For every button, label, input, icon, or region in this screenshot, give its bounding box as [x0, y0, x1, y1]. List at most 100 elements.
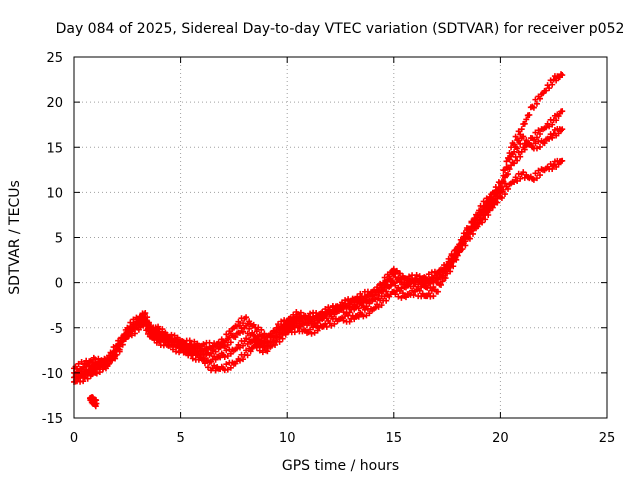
data-point — [240, 356, 247, 363]
data-point — [520, 169, 527, 176]
data-point — [428, 287, 435, 294]
data-point — [549, 165, 556, 172]
y-tick-label: -10 — [42, 367, 63, 382]
data-point — [498, 183, 505, 190]
data-point — [310, 324, 317, 331]
x-tick-label: 15 — [386, 431, 403, 446]
data-point — [506, 150, 513, 157]
data-point — [535, 167, 542, 174]
data-point — [372, 296, 379, 303]
data-point — [549, 134, 556, 141]
plot-frame — [73, 56, 608, 419]
y-tick-label: 15 — [46, 141, 63, 156]
data-point — [96, 369, 103, 376]
data-point — [546, 135, 553, 142]
data-point — [536, 130, 543, 137]
data-point — [501, 180, 508, 187]
data-point — [343, 304, 350, 311]
data-point — [500, 186, 507, 193]
data-point — [157, 330, 164, 337]
data-point — [486, 198, 493, 205]
data-point — [450, 263, 457, 270]
data-point — [489, 196, 496, 203]
data-point — [361, 293, 368, 300]
data-point — [559, 108, 566, 115]
data-point — [316, 317, 323, 324]
data-point — [278, 318, 285, 325]
data-point — [511, 160, 518, 167]
data-point — [235, 318, 242, 325]
data-point — [546, 123, 553, 130]
y-tick-label: 0 — [55, 277, 63, 292]
data-point — [559, 157, 566, 164]
data-point — [236, 344, 243, 351]
data-point — [244, 340, 251, 347]
data-point — [109, 356, 116, 363]
data-point — [515, 137, 522, 144]
data-point — [174, 336, 181, 343]
data-point — [122, 333, 129, 340]
data-point — [244, 352, 251, 359]
data-point — [78, 358, 85, 365]
data-point — [209, 347, 216, 354]
data-point — [366, 310, 373, 317]
data-point — [378, 284, 385, 291]
data-point — [533, 145, 540, 152]
data-point — [555, 130, 562, 137]
data-point — [517, 131, 524, 138]
data-point — [223, 337, 230, 344]
x-axis-title: GPS time / hours — [282, 458, 399, 474]
data-point — [549, 121, 556, 128]
data-point — [328, 322, 335, 329]
data-point — [243, 335, 250, 342]
data-point — [131, 325, 138, 332]
data-point — [236, 329, 243, 336]
data-point — [392, 282, 399, 289]
data-point — [256, 338, 263, 345]
data-point — [243, 314, 250, 321]
y-tick-label: -5 — [50, 322, 63, 337]
data-point — [523, 137, 530, 144]
data-point — [536, 95, 543, 102]
data-point — [448, 252, 455, 259]
data-point — [501, 174, 508, 181]
data-point — [240, 328, 247, 335]
data-point — [223, 347, 230, 354]
data-point — [223, 331, 230, 338]
data-point — [203, 358, 210, 365]
data-point — [200, 341, 207, 348]
data-point — [261, 334, 268, 341]
data-point — [517, 175, 524, 182]
data-point — [169, 346, 176, 353]
data-point — [454, 245, 461, 252]
data-point — [447, 260, 454, 267]
data-point — [383, 278, 390, 285]
x-tick-label: 25 — [599, 431, 616, 446]
data-point — [255, 324, 262, 331]
data-point — [559, 126, 566, 133]
data-point — [259, 340, 266, 347]
data-point — [211, 362, 218, 369]
data-point — [410, 292, 417, 299]
data-point — [438, 281, 445, 288]
data-point — [485, 203, 492, 210]
data-point — [402, 281, 409, 288]
data-point — [159, 336, 166, 343]
data-point — [479, 209, 486, 216]
data-point — [549, 81, 556, 88]
data-point — [555, 161, 562, 168]
data-point — [84, 368, 91, 375]
data-point — [272, 341, 279, 348]
data-point — [482, 207, 489, 214]
data-point — [331, 309, 338, 316]
data-point — [377, 280, 384, 287]
data-point — [275, 321, 282, 328]
data-point — [203, 345, 210, 352]
data-point — [409, 276, 416, 283]
data-point — [392, 291, 399, 298]
data-point — [501, 191, 508, 198]
data-point — [553, 117, 560, 124]
data-point — [189, 347, 196, 354]
data-point — [78, 365, 85, 372]
data-point — [159, 326, 166, 333]
